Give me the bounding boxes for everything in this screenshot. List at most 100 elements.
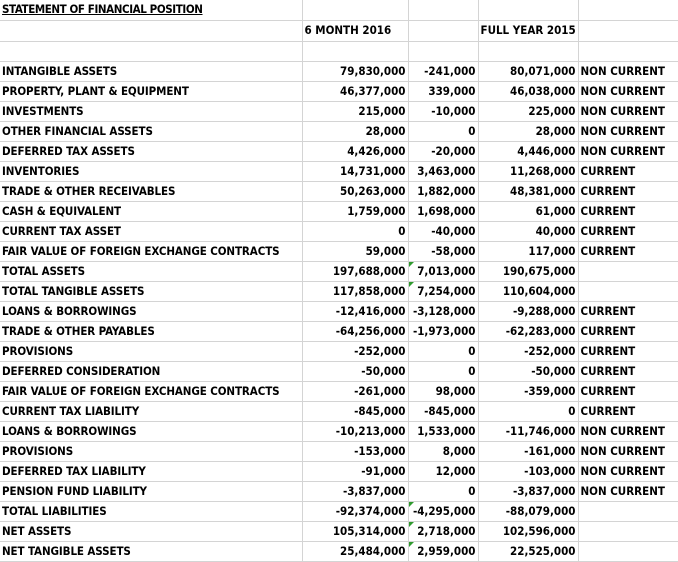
value-2016-cell[interactable]: 25,484,000	[302, 541, 409, 562]
change-cell[interactable]: 7,013,000	[408, 261, 479, 282]
row-label-cell[interactable]: TRADE & OTHER RECEIVABLES	[0, 181, 303, 202]
value-2015-cell[interactable]: 190,675,000	[478, 261, 579, 282]
classification-cell[interactable]	[578, 281, 678, 302]
cell-empty[interactable]	[578, 0, 678, 21]
classification-cell[interactable]: CURRENT	[578, 401, 678, 422]
cell-empty[interactable]	[302, 41, 409, 62]
value-2016-cell[interactable]: 105,314,000	[302, 521, 409, 542]
classification-cell[interactable]: CURRENT	[578, 341, 678, 362]
change-cell[interactable]: 0	[408, 361, 479, 382]
row-label-cell[interactable]: TOTAL LIABILITIES	[0, 501, 303, 522]
row-label-cell[interactable]: INVENTORIES	[0, 161, 303, 182]
change-cell[interactable]: -4,295,000	[408, 501, 479, 522]
value-2016-cell[interactable]: 28,000	[302, 121, 409, 142]
row-label-cell[interactable]: FAIR VALUE OF FOREIGN EXCHANGE CONTRACTS	[0, 381, 303, 402]
change-cell[interactable]: 339,000	[408, 81, 479, 102]
change-cell[interactable]: 0	[408, 121, 479, 142]
value-2015-cell[interactable]: -359,000	[478, 381, 579, 402]
value-2015-cell[interactable]: -103,000	[478, 461, 579, 482]
row-label-cell[interactable]: LOANS & BORROWINGS	[0, 421, 303, 442]
classification-cell[interactable]: CURRENT	[578, 201, 678, 222]
value-2015-cell[interactable]: -62,283,000	[478, 321, 579, 342]
value-2015-cell[interactable]: 4,446,000	[478, 141, 579, 162]
classification-cell[interactable]: CURRENT	[578, 301, 678, 322]
change-cell[interactable]: 1,698,000	[408, 201, 479, 222]
cell-empty[interactable]	[408, 41, 479, 62]
classification-cell[interactable]: CURRENT	[578, 381, 678, 402]
value-2016-cell[interactable]: 1,759,000	[302, 201, 409, 222]
change-cell[interactable]: 1,882,000	[408, 181, 479, 202]
change-cell[interactable]: 2,718,000	[408, 521, 479, 542]
classification-cell[interactable]: NON CURRENT	[578, 101, 678, 122]
classification-cell[interactable]: CURRENT	[578, 241, 678, 262]
value-2015-cell[interactable]: 46,038,000	[478, 81, 579, 102]
classification-cell[interactable]: CURRENT	[578, 361, 678, 382]
value-2016-cell[interactable]: -153,000	[302, 441, 409, 462]
value-2016-cell[interactable]: 215,000	[302, 101, 409, 122]
value-2015-cell[interactable]: 40,000	[478, 221, 579, 242]
change-cell[interactable]: 0	[408, 481, 479, 502]
value-2016-cell[interactable]: 14,731,000	[302, 161, 409, 182]
value-2015-cell[interactable]: -252,000	[478, 341, 579, 362]
value-2015-cell[interactable]: -11,746,000	[478, 421, 579, 442]
cell-empty[interactable]	[302, 0, 409, 21]
value-2016-cell[interactable]: -252,000	[302, 341, 409, 362]
change-cell[interactable]: 12,000	[408, 461, 479, 482]
change-cell[interactable]: -3,128,000	[408, 301, 479, 322]
row-label-cell[interactable]: PROPERTY, PLANT & EQUIPMENT	[0, 81, 303, 102]
value-2015-cell[interactable]: -88,079,000	[478, 501, 579, 522]
change-cell[interactable]: -241,000	[408, 61, 479, 82]
cell-empty[interactable]	[0, 20, 303, 42]
row-label-cell[interactable]: CASH & EQUIVALENT	[0, 201, 303, 222]
classification-cell[interactable]: NON CURRENT	[578, 461, 678, 482]
value-2016-cell[interactable]: 197,688,000	[302, 261, 409, 282]
row-label-cell[interactable]: NET TANGIBLE ASSETS	[0, 541, 303, 562]
change-cell[interactable]: 98,000	[408, 381, 479, 402]
classification-cell[interactable]	[578, 261, 678, 282]
classification-cell[interactable]: NON CURRENT	[578, 81, 678, 102]
value-2015-cell[interactable]: 0	[478, 401, 579, 422]
value-2015-cell[interactable]: 22,525,000	[478, 541, 579, 562]
classification-cell[interactable]	[578, 541, 678, 562]
row-label-cell[interactable]: TOTAL ASSETS	[0, 261, 303, 282]
value-2015-cell[interactable]: 48,381,000	[478, 181, 579, 202]
value-2015-cell[interactable]: 117,000	[478, 241, 579, 262]
row-label-cell[interactable]: DEFERRED TAX ASSETS	[0, 141, 303, 162]
classification-cell[interactable]: CURRENT	[578, 161, 678, 182]
value-2015-cell[interactable]: 80,071,000	[478, 61, 579, 82]
row-label-cell[interactable]: INTANGIBLE ASSETS	[0, 61, 303, 82]
classification-cell[interactable]: NON CURRENT	[578, 141, 678, 162]
classification-cell[interactable]: NON CURRENT	[578, 61, 678, 82]
change-cell[interactable]: 1,533,000	[408, 421, 479, 442]
row-label-cell[interactable]: INVESTMENTS	[0, 101, 303, 122]
change-cell[interactable]: -40,000	[408, 221, 479, 242]
value-2015-cell[interactable]: -9,288,000	[478, 301, 579, 322]
classification-cell[interactable]	[578, 501, 678, 522]
row-label-cell[interactable]: PROVISIONS	[0, 341, 303, 362]
cell-empty[interactable]	[0, 41, 303, 62]
change-cell[interactable]: -10,000	[408, 101, 479, 122]
value-2015-cell[interactable]: -161,000	[478, 441, 579, 462]
value-2016-cell[interactable]: 46,377,000	[302, 81, 409, 102]
change-cell[interactable]: -58,000	[408, 241, 479, 262]
classification-cell[interactable]: NON CURRENT	[578, 421, 678, 442]
row-label-cell[interactable]: LOANS & BORROWINGS	[0, 301, 303, 322]
row-label-cell[interactable]: TOTAL TANGIBLE ASSETS	[0, 281, 303, 302]
row-label-cell[interactable]: PENSION FUND LIABILITY	[0, 481, 303, 502]
classification-cell[interactable]: CURRENT	[578, 221, 678, 242]
change-cell[interactable]: 7,254,000	[408, 281, 479, 302]
value-2015-cell[interactable]: 11,268,000	[478, 161, 579, 182]
value-2016-cell[interactable]: 0	[302, 221, 409, 242]
value-2016-cell[interactable]: -12,416,000	[302, 301, 409, 322]
change-cell[interactable]: 8,000	[408, 441, 479, 462]
value-2015-cell[interactable]: 102,596,000	[478, 521, 579, 542]
value-2015-cell[interactable]: 61,000	[478, 201, 579, 222]
row-label-cell[interactable]: DEFERRED CONSIDERATION	[0, 361, 303, 382]
value-2015-cell[interactable]: 110,604,000	[478, 281, 579, 302]
change-cell[interactable]: -20,000	[408, 141, 479, 162]
row-label-cell[interactable]: PROVISIONS	[0, 441, 303, 462]
value-2015-cell[interactable]: -3,837,000	[478, 481, 579, 502]
value-2016-cell[interactable]: -10,213,000	[302, 421, 409, 442]
value-2016-cell[interactable]: -3,837,000	[302, 481, 409, 502]
change-cell[interactable]: -845,000	[408, 401, 479, 422]
